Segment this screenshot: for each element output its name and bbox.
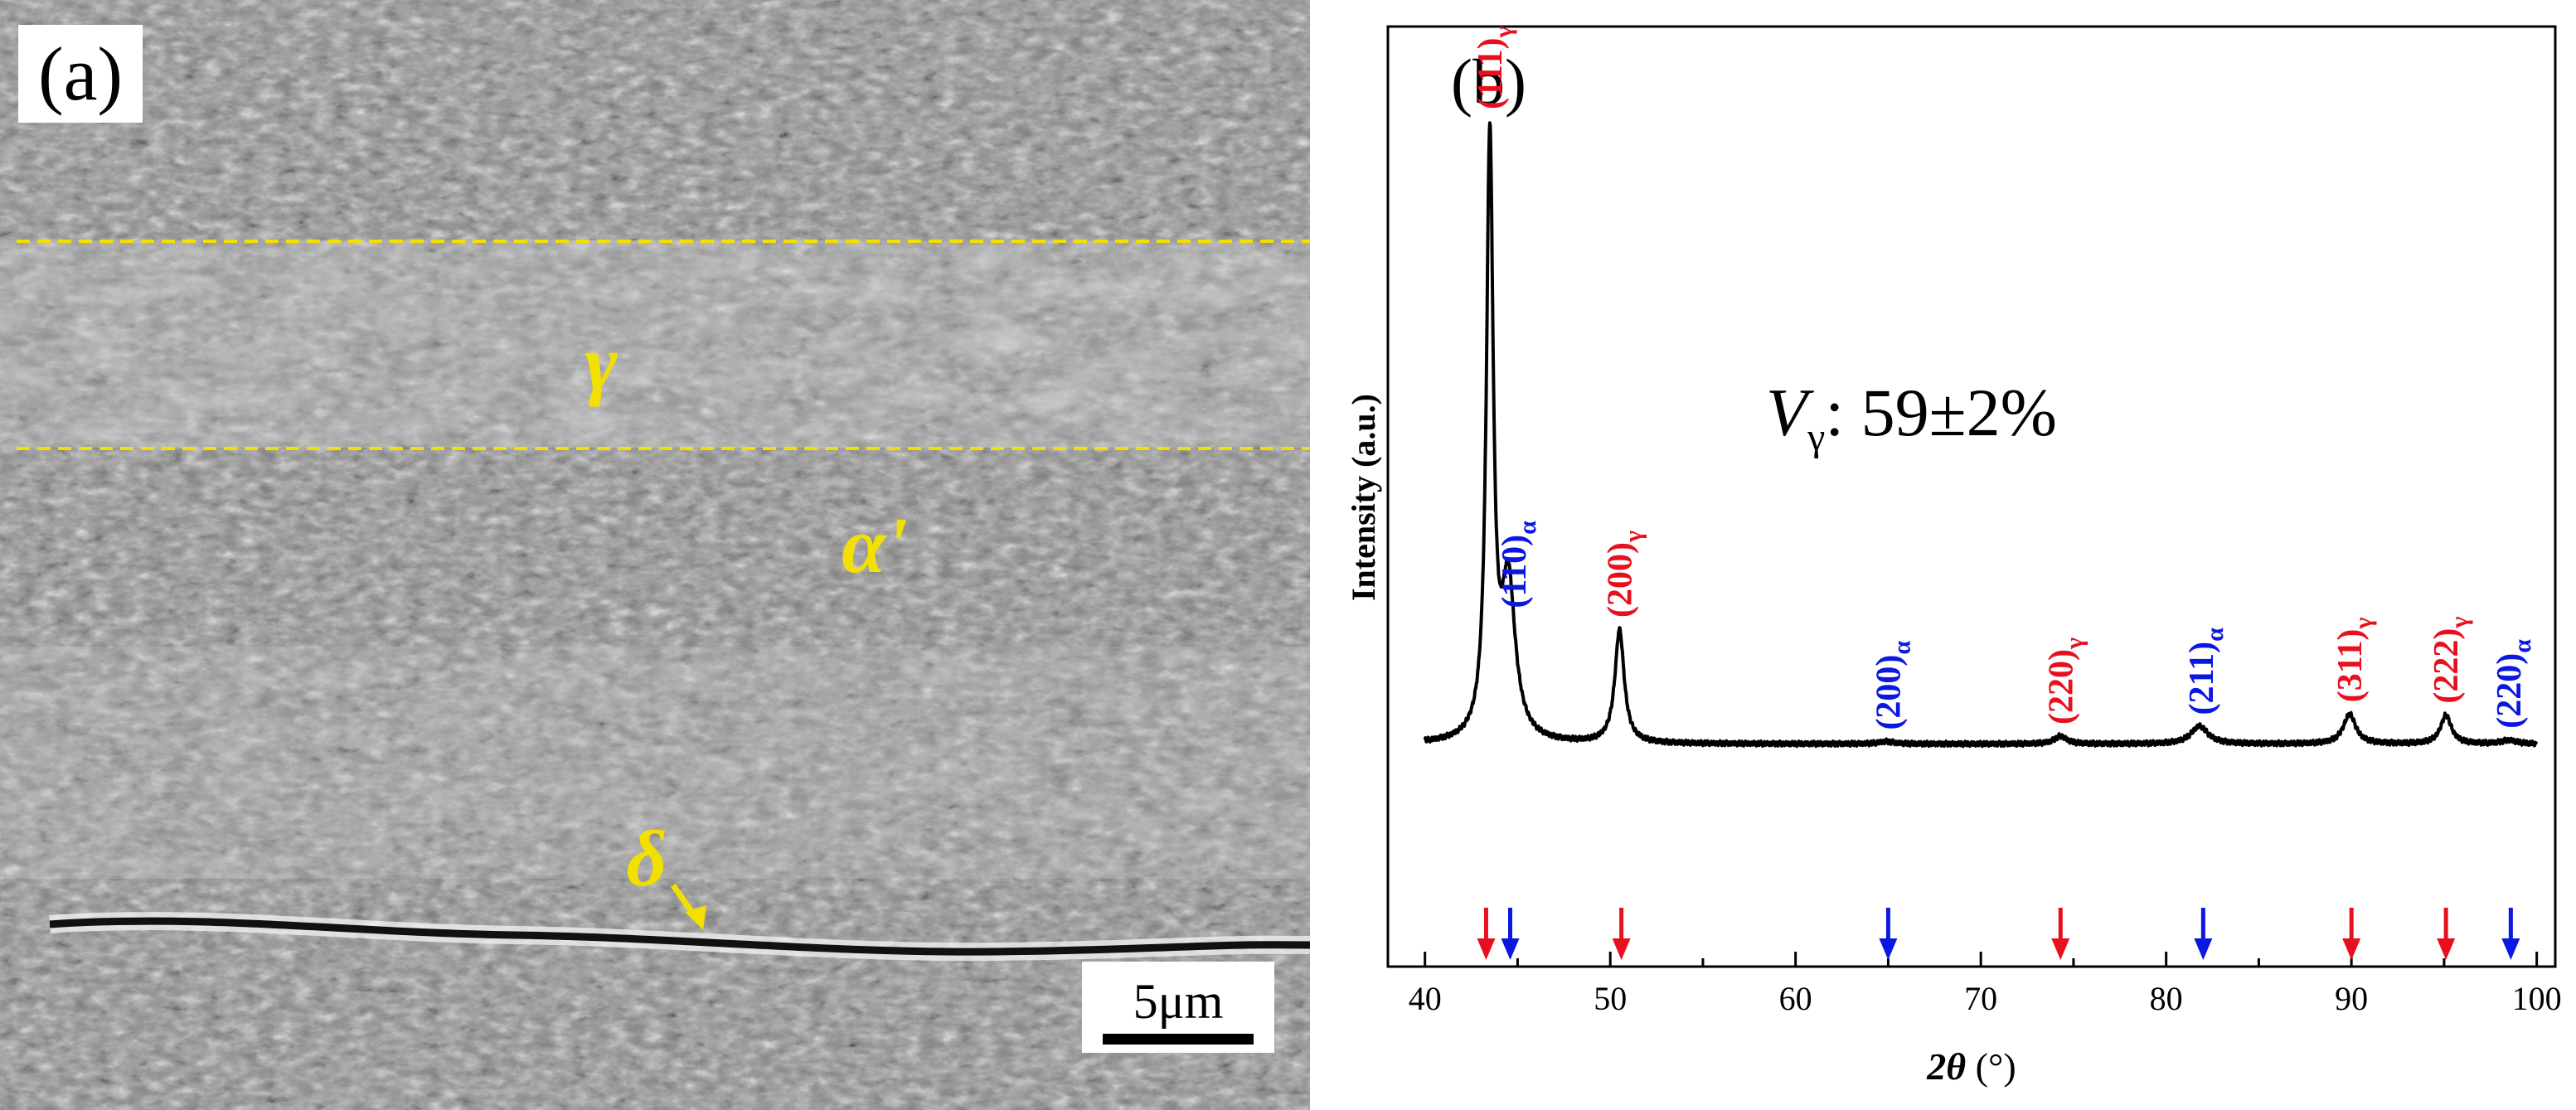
reference-arrow-head [1612, 938, 1631, 960]
x-tick-label: 80 [2150, 980, 2183, 1017]
reference-arrow-icon [1477, 908, 1496, 960]
reference-arrow-icon [2342, 908, 2361, 960]
peak-label: (110)α [1496, 521, 1541, 608]
sem-micrograph-panel: (a) γ α' δ 5μm [0, 0, 1310, 1110]
x-tick-label: 100 [2512, 980, 2562, 1017]
xrd-chart-panel: (b) Intensity (a.u.) 2θ (°) Vγ: 59±2% 40… [1327, 0, 2576, 1110]
delta-ferrite-stringer [49, 917, 1310, 956]
scale-bar-label: 5μm [1133, 974, 1224, 1029]
reference-arrow-head [2194, 938, 2213, 960]
peak-label: (200)γ [1601, 531, 1647, 618]
panel-b-label: (b) [1451, 46, 1526, 118]
scale-bar-line [1103, 1034, 1254, 1045]
mixed-band-texture [0, 647, 1310, 879]
x-tick-label: 50 [1594, 980, 1627, 1017]
sem-micrograph: (a) γ α' δ 5μm [0, 0, 1310, 1110]
xrd-chart: (b) Intensity (a.u.) 2θ (°) Vγ: 59±2% 40… [1345, 25, 2562, 1088]
peak-labels: (111)γ (110)α (200)γ (200)α (220)γ (211)α (311… [1472, 26, 2536, 729]
reference-arrow-head [1501, 938, 1520, 960]
x-axis: 40 50 60 70 80 90 100 [1409, 952, 2562, 1017]
austenite-band-texture [0, 240, 1310, 448]
x-tick-label: 90 [2335, 980, 2368, 1017]
reference-arrow-icon [2051, 908, 2070, 960]
reference-arrow-head [2501, 938, 2520, 960]
peak-label: (111)γ [1472, 26, 1517, 109]
alpha-prime-phase-label: α' [842, 501, 908, 589]
peak-label: (220)α [2491, 639, 2536, 729]
y-axis-label: Intensity (a.u.) [1345, 394, 1382, 601]
reference-arrow-head [2051, 938, 2070, 960]
x-tick-label: 40 [1409, 980, 1442, 1017]
delta-phase-label: δ [626, 814, 667, 903]
peak-label: (222)γ [2428, 617, 2473, 704]
reference-arrow-icon [2501, 908, 2520, 960]
x-tick-label: 70 [1964, 980, 1997, 1017]
xrd-series-line [1423, 121, 2539, 749]
reference-arrow-head [2437, 938, 2456, 960]
panel-a-label-box [18, 25, 143, 123]
reference-arrow-icon [2194, 908, 2213, 960]
reference-arrow-icon [1501, 908, 1520, 960]
reference-arrow-head [1477, 938, 1496, 960]
x-axis-label: 2θ (°) [1926, 1045, 2016, 1088]
delta-pointer-arrow-icon [671, 883, 706, 930]
scale-bar: 5μm [1082, 962, 1274, 1053]
reference-arrow-icon [2437, 908, 2456, 960]
peak-label: (211)α [2183, 628, 2229, 715]
reference-arrow-head [1879, 938, 1898, 960]
xrd-curve [1423, 121, 2539, 749]
gamma-phase-label: γ [585, 318, 618, 407]
reference-arrows [1477, 908, 2520, 960]
peak-label: (220)γ [2042, 637, 2088, 725]
peak-label: (200)α [1870, 641, 1915, 730]
austenite-fraction-annotation: Vγ: 59±2% [1766, 375, 2057, 459]
reference-arrow-icon [1612, 908, 1631, 960]
peak-label: (311)γ [2331, 618, 2377, 703]
panel-a-label: (a) [38, 32, 123, 116]
reference-arrow-head [2342, 938, 2361, 960]
reference-arrow-icon [1879, 908, 1898, 960]
x-tick-label: 60 [1779, 980, 1812, 1017]
plot-frame [1386, 25, 2557, 968]
